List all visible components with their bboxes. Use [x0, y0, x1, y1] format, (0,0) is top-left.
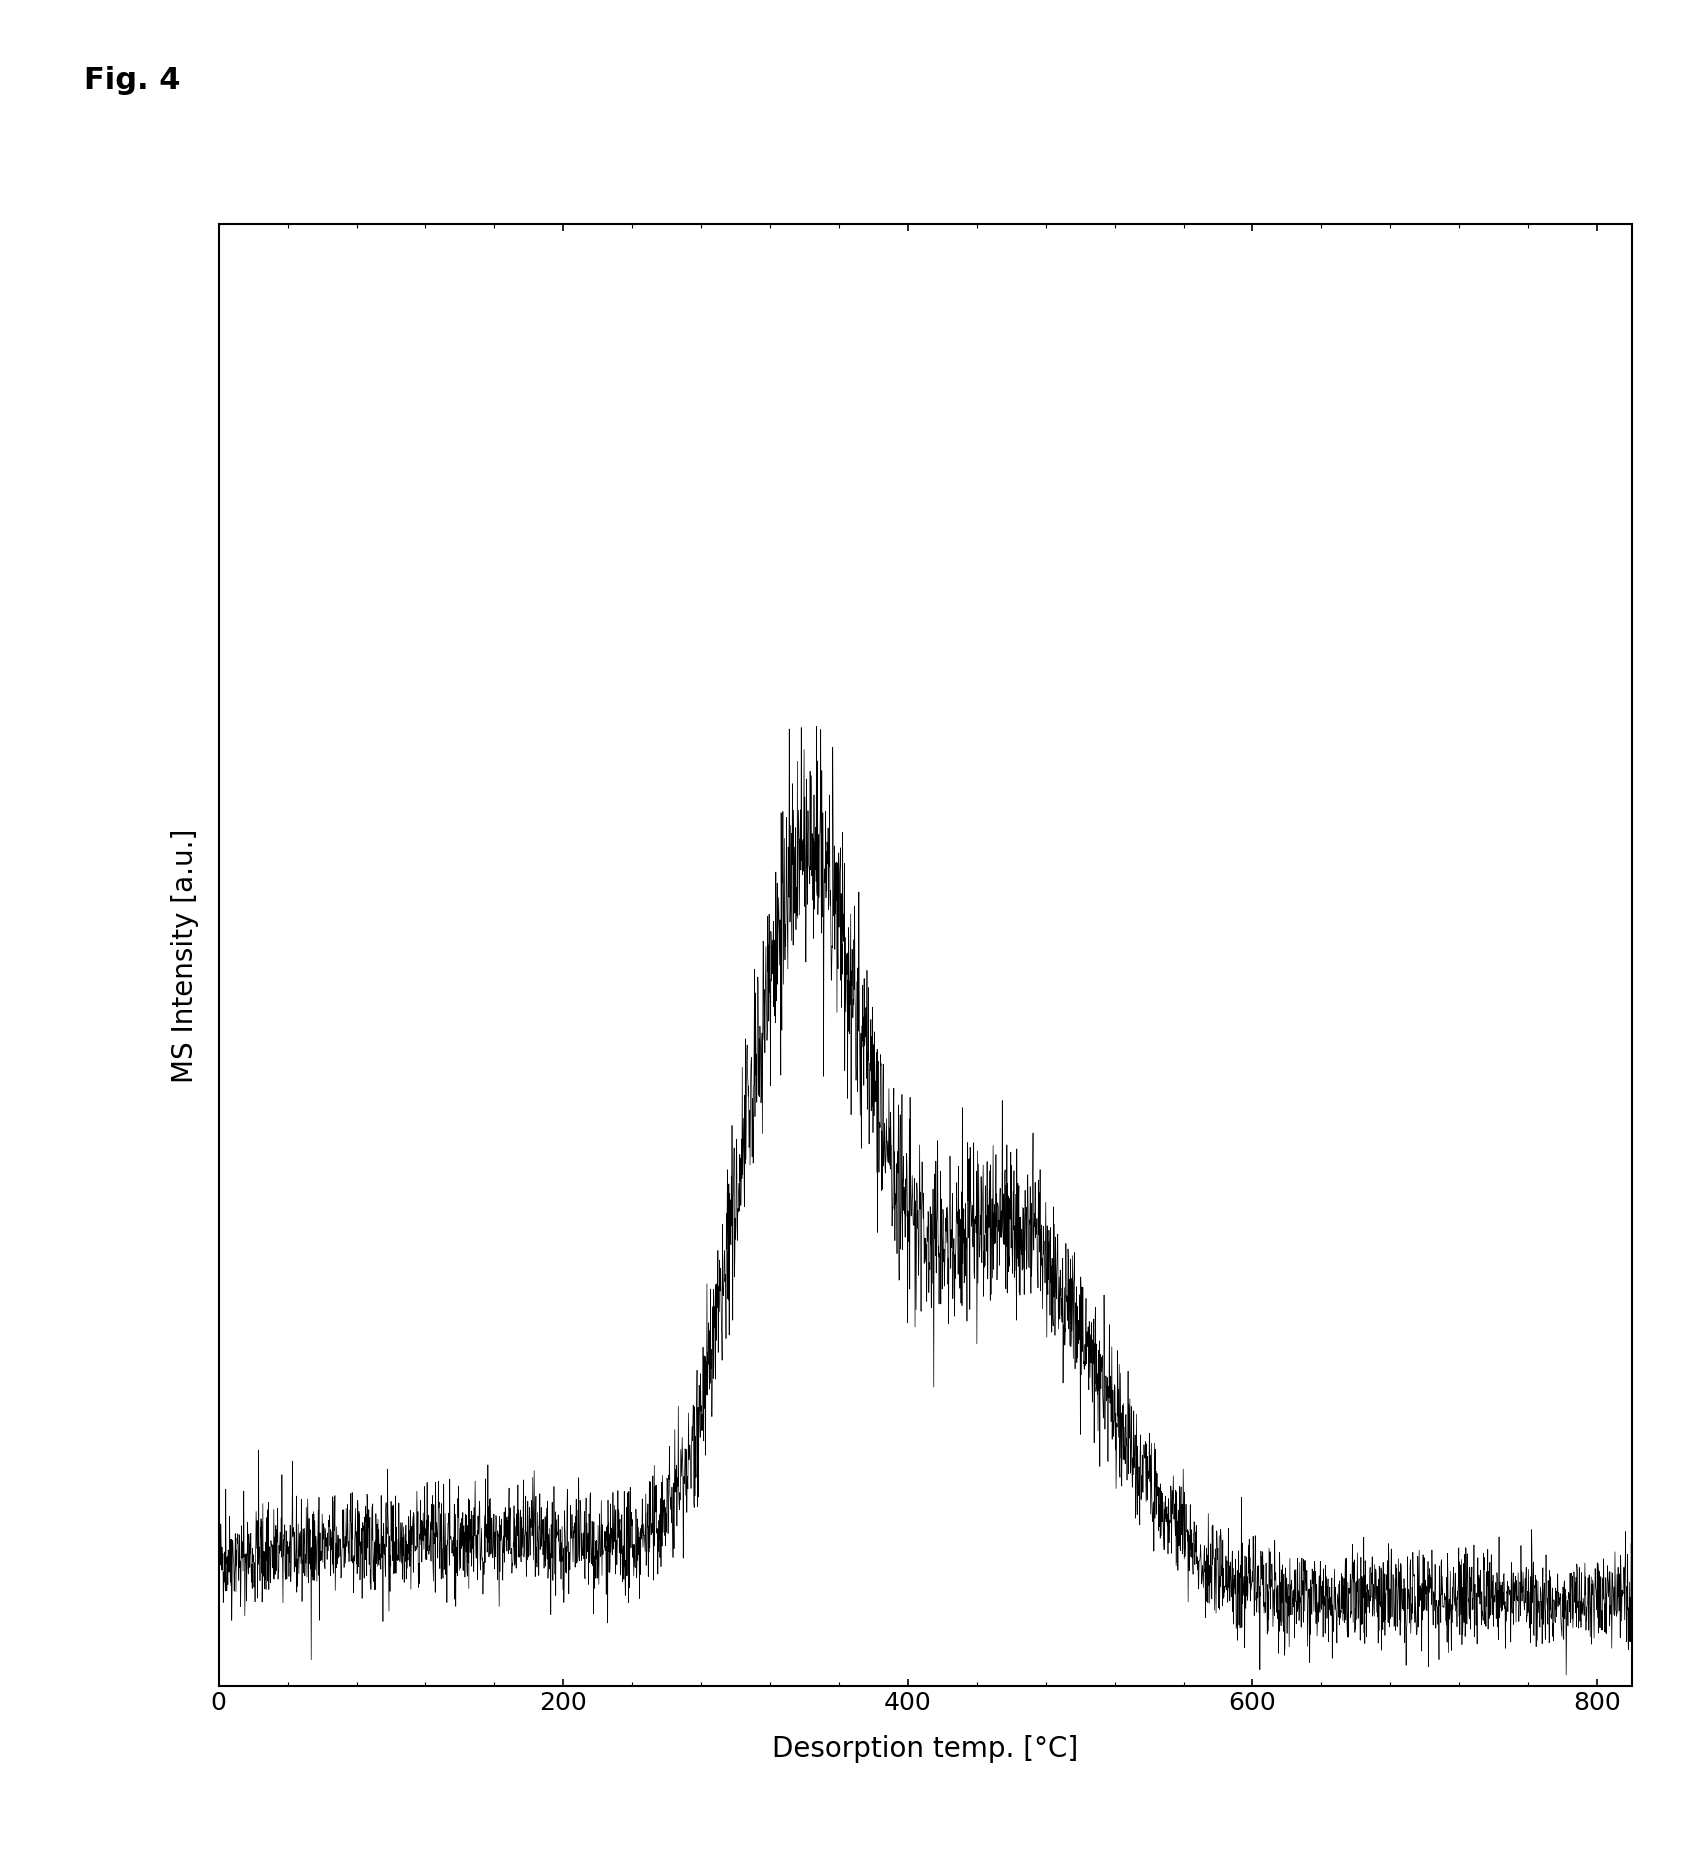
X-axis label: Desorption temp. [°C]: Desorption temp. [°C]: [772, 1734, 1078, 1762]
Y-axis label: MS Intensity [a.u.]: MS Intensity [a.u.]: [172, 828, 198, 1083]
Text: Fig. 4: Fig. 4: [84, 66, 180, 94]
